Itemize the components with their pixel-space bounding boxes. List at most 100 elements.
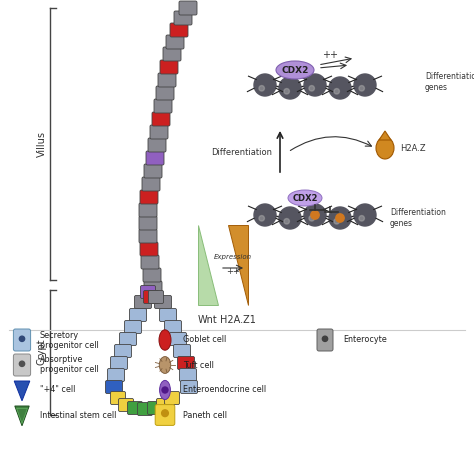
Circle shape (162, 387, 168, 393)
Text: Goblet cell: Goblet cell (183, 336, 226, 345)
FancyBboxPatch shape (166, 35, 184, 49)
FancyBboxPatch shape (170, 332, 186, 346)
Text: Tuft cell: Tuft cell (183, 361, 214, 370)
Circle shape (284, 219, 290, 224)
FancyBboxPatch shape (141, 255, 159, 269)
Polygon shape (15, 406, 29, 426)
Circle shape (279, 77, 301, 99)
Text: Secretory: Secretory (40, 330, 79, 339)
Circle shape (304, 74, 326, 96)
Text: progenitor cell: progenitor cell (40, 365, 99, 374)
Text: "+4" cell: "+4" cell (40, 385, 75, 394)
Text: Paneth cell: Paneth cell (183, 410, 227, 419)
FancyBboxPatch shape (142, 177, 160, 191)
Circle shape (329, 77, 351, 99)
FancyBboxPatch shape (143, 268, 161, 282)
Text: Differentiation
genes: Differentiation genes (425, 73, 474, 91)
FancyBboxPatch shape (110, 392, 126, 404)
FancyBboxPatch shape (164, 320, 182, 334)
Circle shape (336, 214, 344, 222)
FancyBboxPatch shape (129, 309, 146, 321)
FancyBboxPatch shape (144, 164, 162, 178)
FancyBboxPatch shape (155, 295, 172, 309)
Text: Differentiation: Differentiation (211, 147, 273, 156)
Circle shape (259, 216, 264, 221)
FancyBboxPatch shape (144, 291, 158, 303)
Ellipse shape (159, 356, 171, 374)
Circle shape (19, 361, 25, 366)
Text: CDX2: CDX2 (281, 65, 309, 74)
FancyBboxPatch shape (115, 345, 131, 357)
Ellipse shape (376, 137, 394, 159)
FancyBboxPatch shape (148, 138, 166, 152)
Text: H2A.Z: H2A.Z (400, 144, 426, 153)
FancyBboxPatch shape (106, 381, 122, 393)
FancyBboxPatch shape (155, 405, 175, 425)
Polygon shape (228, 225, 248, 305)
FancyBboxPatch shape (152, 112, 170, 126)
FancyBboxPatch shape (128, 401, 143, 414)
FancyBboxPatch shape (317, 329, 333, 351)
FancyBboxPatch shape (180, 368, 197, 382)
FancyBboxPatch shape (139, 229, 157, 243)
FancyBboxPatch shape (140, 242, 158, 256)
FancyBboxPatch shape (139, 216, 157, 230)
Text: Absorptive: Absorptive (40, 356, 83, 365)
Circle shape (359, 85, 365, 91)
Circle shape (311, 211, 319, 219)
Circle shape (304, 204, 326, 226)
Text: Wnt: Wnt (198, 315, 218, 325)
FancyBboxPatch shape (159, 309, 176, 321)
Text: Intestinal stem cell: Intestinal stem cell (40, 410, 117, 419)
Circle shape (359, 216, 365, 221)
FancyBboxPatch shape (140, 190, 158, 204)
FancyBboxPatch shape (150, 125, 168, 139)
Circle shape (309, 85, 314, 91)
Text: Differentiation
genes: Differentiation genes (390, 208, 446, 228)
FancyBboxPatch shape (156, 399, 172, 411)
Circle shape (322, 336, 328, 341)
Ellipse shape (276, 61, 314, 79)
FancyBboxPatch shape (125, 320, 142, 334)
Circle shape (354, 74, 376, 96)
FancyBboxPatch shape (170, 23, 188, 37)
Circle shape (279, 207, 301, 229)
FancyBboxPatch shape (173, 345, 191, 357)
FancyBboxPatch shape (110, 356, 128, 370)
FancyBboxPatch shape (13, 354, 31, 376)
Ellipse shape (160, 381, 170, 400)
Circle shape (309, 216, 314, 221)
Text: ++: ++ (226, 267, 240, 276)
FancyBboxPatch shape (181, 381, 198, 393)
Text: Villus: Villus (37, 131, 47, 157)
FancyBboxPatch shape (139, 203, 157, 217)
Circle shape (162, 410, 168, 417)
FancyBboxPatch shape (13, 329, 31, 351)
Circle shape (259, 85, 264, 91)
Circle shape (19, 336, 25, 341)
FancyBboxPatch shape (158, 73, 176, 87)
Circle shape (254, 74, 276, 96)
Text: CDX2: CDX2 (292, 193, 318, 202)
FancyBboxPatch shape (140, 285, 155, 299)
FancyBboxPatch shape (108, 368, 125, 382)
Text: Expression: Expression (214, 254, 252, 260)
FancyBboxPatch shape (179, 1, 197, 15)
FancyBboxPatch shape (137, 402, 153, 416)
Circle shape (329, 207, 351, 229)
FancyBboxPatch shape (156, 86, 174, 100)
Circle shape (284, 89, 290, 94)
FancyBboxPatch shape (144, 281, 162, 295)
FancyBboxPatch shape (119, 332, 137, 346)
Polygon shape (198, 225, 218, 305)
FancyBboxPatch shape (163, 47, 181, 61)
FancyBboxPatch shape (118, 399, 134, 411)
Text: Crypt: Crypt (37, 339, 47, 365)
Polygon shape (14, 381, 30, 401)
FancyBboxPatch shape (146, 151, 164, 165)
FancyBboxPatch shape (147, 401, 163, 414)
Circle shape (334, 219, 339, 224)
Circle shape (354, 204, 376, 226)
FancyBboxPatch shape (160, 60, 178, 74)
FancyBboxPatch shape (148, 291, 164, 303)
